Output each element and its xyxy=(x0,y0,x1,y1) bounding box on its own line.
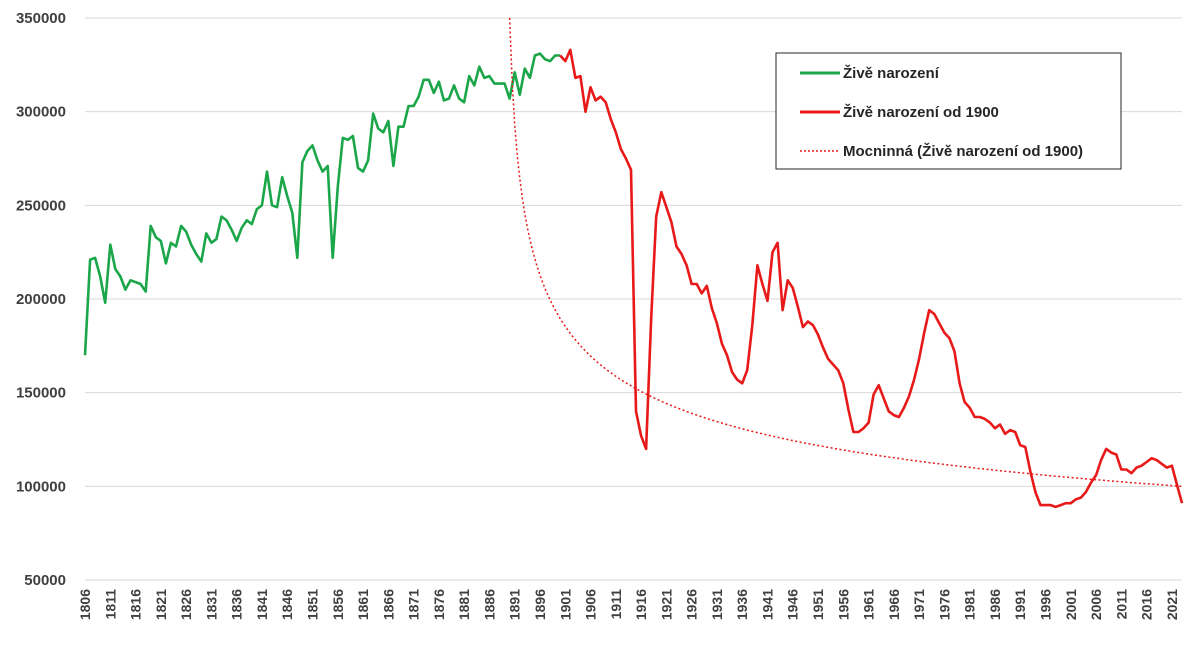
x-tick-label: 1931 xyxy=(709,589,725,620)
x-tick-label: 1971 xyxy=(911,589,927,620)
legend: Živě narození Živě narození od 1900 Mocn… xyxy=(775,52,1122,170)
y-tick-label: 150000 xyxy=(16,385,66,402)
x-tick-label: 1866 xyxy=(380,589,396,620)
x-tick-label: 1846 xyxy=(279,589,295,620)
x-tick-label: 1831 xyxy=(203,589,219,620)
x-tick-label: 1961 xyxy=(861,589,877,620)
x-tick-label: 1941 xyxy=(759,589,775,620)
x-tick-label: 1911 xyxy=(608,589,624,620)
x-tick-label: 1976 xyxy=(936,589,952,620)
x-tick-label: 1936 xyxy=(734,589,750,620)
x-tick-label: 2006 xyxy=(1088,589,1104,620)
series-line-1 xyxy=(83,52,561,356)
x-tick-label: 2016 xyxy=(1139,589,1155,620)
y-tick-label: 350000 xyxy=(16,10,66,27)
x-tick-label: 2021 xyxy=(1164,589,1180,620)
gridlines xyxy=(85,17,1182,581)
legend-label-series-1: Živě narození xyxy=(843,64,940,82)
x-tick-label: 1821 xyxy=(153,589,169,620)
legend-label-trend: Mocninná (Živě narození od 1900) xyxy=(843,142,1083,160)
legend-label-series-2: Živě narození od 1900 xyxy=(843,103,999,121)
x-tick-label: 1861 xyxy=(355,589,371,620)
trend-line xyxy=(508,17,1183,488)
x-tick-label: 1946 xyxy=(785,589,801,620)
x-axis-ticks: 1806 1811 1816 1821 1826 1831 1836 1841 1846 1851… xyxy=(77,589,1180,620)
series-line-2 xyxy=(559,48,1184,509)
x-tick-label: 1856 xyxy=(330,589,346,620)
y-tick-label: 100000 xyxy=(16,478,66,495)
x-tick-label: 2011 xyxy=(1113,589,1129,620)
x-tick-label: 1871 xyxy=(406,589,422,620)
x-tick-label: 1806 xyxy=(77,589,93,620)
x-tick-label: 1926 xyxy=(684,589,700,620)
x-tick-label: 1836 xyxy=(229,589,245,620)
x-tick-label: 1966 xyxy=(886,589,902,620)
y-axis-ticks: 50000 100000 150000 200000 250000 300000 35000… xyxy=(16,10,66,589)
x-tick-label: 1996 xyxy=(1038,589,1054,620)
x-tick-label: 1951 xyxy=(810,589,826,620)
y-tick-label: 250000 xyxy=(16,197,66,214)
x-tick-label: 1816 xyxy=(128,589,144,620)
x-tick-label: 1981 xyxy=(962,589,978,620)
x-tick-label: 1906 xyxy=(583,589,599,620)
x-tick-label: 1881 xyxy=(456,589,472,620)
x-tick-label: 1901 xyxy=(557,589,573,620)
x-tick-label: 1896 xyxy=(532,589,548,620)
x-tick-label: 1991 xyxy=(1012,589,1028,620)
x-tick-label: 1916 xyxy=(633,589,649,620)
x-tick-label: 1886 xyxy=(481,589,497,620)
x-tick-label: 1841 xyxy=(254,589,270,620)
y-tick-label: 300000 xyxy=(16,104,66,121)
x-tick-label: 1891 xyxy=(507,589,523,620)
x-tick-label: 1876 xyxy=(431,589,447,620)
y-tick-label: 200000 xyxy=(16,291,66,308)
x-tick-label: 1921 xyxy=(658,589,674,620)
x-tick-label: 1851 xyxy=(304,589,320,620)
x-tick-label: 1986 xyxy=(987,589,1003,620)
series-lines xyxy=(83,17,1184,509)
x-tick-label: 1811 xyxy=(102,589,118,620)
x-tick-label: 2001 xyxy=(1063,589,1079,620)
x-tick-label: 1956 xyxy=(835,589,851,620)
x-tick-label: 1826 xyxy=(178,589,194,620)
y-tick-label: 50000 xyxy=(24,572,66,589)
